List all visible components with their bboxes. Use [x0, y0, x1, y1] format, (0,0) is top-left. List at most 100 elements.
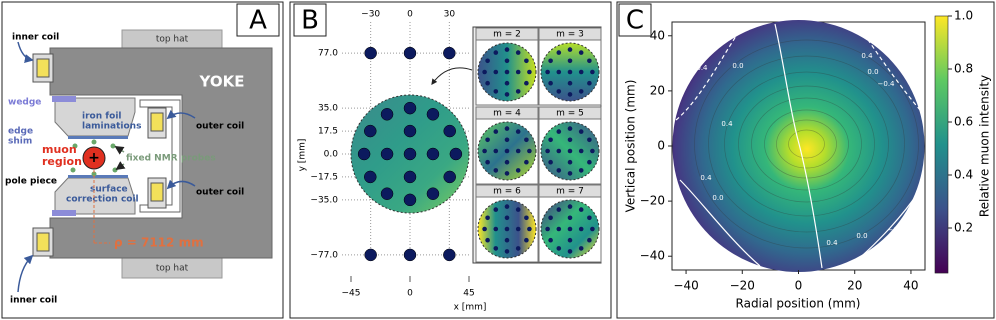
- y-tick-label: −35.0: [310, 195, 338, 205]
- inset-probe-point: [527, 226, 532, 232]
- y-tick-label: 77.0: [318, 49, 338, 59]
- contour-label: −0.4: [691, 64, 709, 72]
- inset-probe-point: [587, 80, 592, 86]
- inset-probe-point: [567, 137, 573, 143]
- y-tick-label: 0.0: [324, 150, 339, 160]
- probe-point: [403, 46, 417, 60]
- wedge-shape: [52, 96, 76, 102]
- inset-probe-point: [578, 69, 584, 75]
- inset-probe-point: [567, 226, 573, 232]
- panel-b-plot: 77.0 35.0 17.5 0.0 −17.5 −35.0 −77.0 −30 0 30 −45 0…: [298, 10, 487, 313]
- y-axis-label: y [mm]: [298, 139, 308, 172]
- outer-coil-label: outer coil: [196, 188, 244, 198]
- pole-piece-label: pole piece: [5, 177, 57, 187]
- y-tick-label: −17.5: [310, 172, 338, 182]
- inset-title-bar: [475, 27, 539, 41]
- x-tick-label: 40: [903, 279, 918, 293]
- surface-coil-shape: [68, 136, 128, 139]
- insets: m = 2 m = 3 m = 4 m = 5 m = 6 m = 7: [475, 27, 602, 263]
- inset-probe-point: [578, 129, 584, 134]
- inset-probe-point: [504, 226, 510, 232]
- inset-title: m = 7: [556, 187, 584, 197]
- colorbar-tick-label: 0.6: [954, 115, 973, 129]
- probe-dots: [70, 139, 118, 177]
- inset-probe-point: [527, 69, 532, 75]
- inset-probe-point: [493, 246, 499, 251]
- coil-winding: [150, 182, 164, 202]
- colorbar-tick-label: 0.4: [954, 168, 973, 182]
- contour-label: 0.0: [712, 194, 723, 202]
- inset-probe-point: [504, 249, 510, 254]
- muon-region-label: muon: [42, 143, 77, 156]
- inset-probe-point: [504, 237, 510, 243]
- inset-probe-point: [590, 226, 595, 232]
- inset-probe-point: [556, 69, 562, 75]
- yoke-label: YOKE: [199, 73, 245, 91]
- inset-probe-point: [493, 50, 499, 55]
- arrow: [431, 67, 473, 85]
- contour-line: [738, 85, 875, 203]
- probe-point: [364, 248, 377, 262]
- inset-probe-point: [524, 215, 529, 221]
- inset-probe-point: [567, 47, 573, 52]
- inset-probe-point: [548, 215, 553, 221]
- yoke: [49, 47, 273, 259]
- inset-probe-point: [556, 168, 562, 173]
- edge-shim-label: edge: [8, 127, 33, 137]
- inset-probe-point: [504, 69, 510, 75]
- x-tick-label-top: 0: [407, 10, 413, 20]
- colorbar: [934, 15, 949, 274]
- y-axis-label: Vertical position (mm): [624, 80, 638, 213]
- x-axis-label: x [mm]: [454, 303, 487, 313]
- contour-line: [724, 71, 889, 217]
- coil-winding: [150, 112, 164, 132]
- inset-probe-point: [567, 159, 573, 165]
- inset-probe-point: [548, 80, 553, 86]
- inset-probe-point: [587, 137, 592, 143]
- inset-probe-point: [567, 171, 573, 176]
- inset-probe-point: [482, 226, 487, 232]
- inset-probe-point: [578, 207, 584, 212]
- inset-probe-point: [590, 148, 595, 154]
- top-hat-label: top hat: [156, 264, 189, 274]
- inset-probe-point: [590, 69, 595, 75]
- inset-probe-point: [578, 226, 584, 232]
- arrow: [114, 146, 125, 155]
- contour-white: [859, 27, 921, 111]
- inset-probe-point: [545, 226, 550, 232]
- inset-probe-point: [545, 69, 550, 75]
- probe-point: [380, 108, 394, 121]
- inset-probe-point: [556, 207, 562, 212]
- inner-coil-label: inner coil: [12, 33, 59, 43]
- inset-probe-point: [515, 207, 521, 212]
- inset-title-bar: [475, 106, 539, 120]
- panel-label-box: [293, 3, 327, 37]
- contour-line: [776, 119, 837, 169]
- x-tick-label-top: 30: [444, 10, 456, 20]
- inset-probe-point: [548, 159, 553, 165]
- inset-probe-point: [556, 129, 562, 134]
- inset-probe-point: [567, 237, 573, 243]
- inset-probe-point: [524, 80, 529, 86]
- inset-probe-point: [515, 129, 521, 134]
- probe-point: [403, 124, 417, 138]
- probe-point: [403, 193, 417, 207]
- top-hat-label: top hat: [156, 35, 189, 45]
- inset-probe-point: [493, 168, 499, 173]
- inset-probe-point: [556, 226, 562, 232]
- contour-label: −0.4: [878, 80, 896, 88]
- probe-point: [403, 248, 417, 262]
- x-tick-label: 20: [847, 279, 862, 293]
- contour-white: [675, 29, 741, 121]
- panel-label: C: [626, 6, 644, 36]
- inset-probe-point: [485, 159, 490, 165]
- inset-probe-point: [504, 171, 510, 176]
- inset-probe-point: [493, 89, 499, 94]
- contour-line: [708, 55, 905, 233]
- contour-line: [788, 129, 825, 159]
- inset-probe-point: [556, 246, 562, 251]
- inset-probe-point: [515, 69, 521, 75]
- inset-probe-point: [587, 237, 592, 243]
- probe-point: [443, 124, 456, 138]
